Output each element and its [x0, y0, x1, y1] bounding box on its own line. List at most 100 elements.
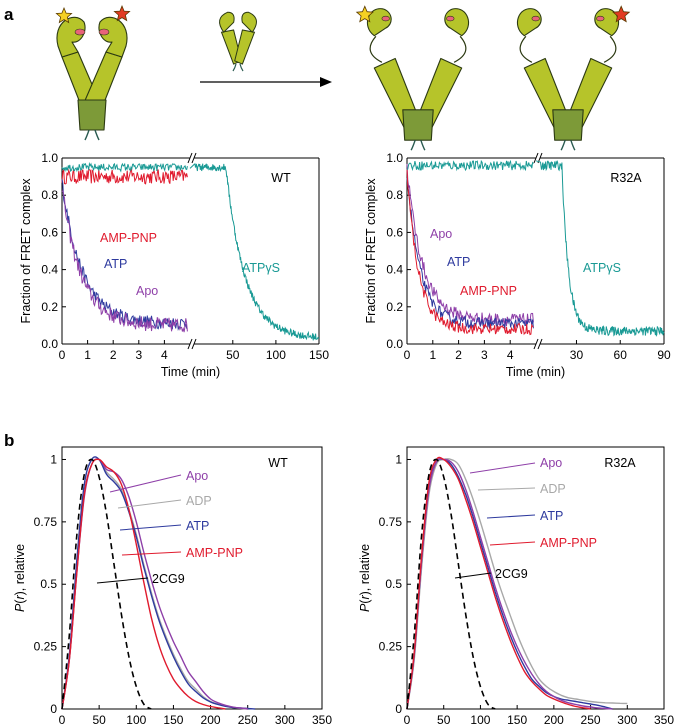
series-label-adp: ADP [186, 494, 212, 508]
x-tick-label: 300 [275, 713, 295, 727]
y-tick-label: 0.4 [386, 263, 403, 277]
pr-curve-twocg9 [406, 458, 496, 710]
panel-letter-a: a [4, 5, 14, 24]
sample-label: R32A [604, 456, 636, 470]
series-line-atpgs [535, 159, 665, 337]
y-tick-label: 0 [395, 702, 402, 716]
x-tick-label: 300 [617, 713, 637, 727]
leader-line-adp [117, 499, 182, 509]
series-label-atp: ATP [186, 519, 209, 533]
x-tick-label: 0 [59, 713, 66, 727]
lid-right [596, 15, 605, 22]
y-tick-label: 1.0 [41, 151, 58, 165]
y-axis-label: Fraction of FRET complex [364, 178, 378, 324]
series-label-amppnp: AMP-PNP [460, 284, 517, 298]
x-tick-label: 1 [429, 348, 436, 362]
y-tick-label: 0.25 [379, 640, 403, 654]
pr-curve-twocg9 [61, 458, 152, 710]
x-tick-label: 50 [226, 348, 240, 362]
series-label-amppnp: AMP-PNP [100, 231, 157, 245]
leader-line-amppnp [121, 551, 182, 556]
pr-curve-apo [406, 458, 613, 710]
lid-left [531, 15, 540, 22]
y-tick-label: 1 [395, 452, 402, 466]
sample-label: R32A [610, 171, 642, 185]
x-tick-label: 100 [470, 713, 490, 727]
sample-label: WT [268, 456, 288, 470]
star-icon [55, 6, 73, 24]
x-tick-label: 30 [570, 348, 584, 362]
y-tick-label: 0.0 [41, 337, 58, 351]
plot-frame [406, 446, 665, 710]
y-tick-label: 0.5 [385, 577, 402, 591]
series-label-apo: Apo [430, 227, 452, 241]
x-tick-label: 4 [161, 348, 168, 362]
leader-line-apo [109, 474, 182, 493]
y-tick-label: 1.0 [386, 151, 403, 165]
pr-curve-adp [406, 458, 628, 710]
series-line-atpgs [61, 161, 188, 173]
y-tick-label: 1 [50, 452, 57, 466]
series-label-atp: ATP [104, 257, 127, 271]
c-tail [410, 139, 426, 151]
head-left [366, 8, 392, 37]
y-tick-label: 0.2 [386, 300, 403, 314]
arrow-icon [200, 77, 332, 87]
y-axis-label: P(r), relative [13, 544, 27, 612]
plot-frame [61, 446, 323, 710]
x-tick-label: 50 [92, 713, 106, 727]
x-tick-label: 60 [614, 348, 628, 362]
head-left [516, 8, 542, 37]
y-tick-label: 0.75 [34, 515, 58, 529]
star-icon [355, 5, 374, 23]
series-label-atp: ATP [447, 255, 470, 269]
series-label-apo: Apo [136, 284, 158, 298]
leader-line-apo [469, 462, 536, 474]
dimer-base [77, 99, 107, 131]
linker-left [369, 35, 383, 63]
closed-dimer-icon [55, 4, 131, 141]
leader-line-atp [486, 514, 536, 519]
x-tick-label: 0 [404, 348, 411, 362]
x-tick-label: 50 [437, 713, 451, 727]
lid-right [98, 28, 110, 36]
x-tick-label: 150 [163, 713, 183, 727]
y-tick-label: 0.4 [41, 263, 58, 277]
series-label-twocg9: 2CG9 [495, 567, 528, 581]
x-tick-label: 200 [201, 713, 221, 727]
series-line-apo [61, 189, 188, 333]
series-label-twocg9: 2CG9 [152, 572, 185, 586]
head-right [594, 8, 620, 37]
series-label-apo: Apo [186, 469, 208, 483]
lid-right [446, 15, 455, 22]
x-tick-label: 90 [657, 348, 671, 362]
series-label-atpgs: ATPγS [583, 261, 621, 275]
series-line-atpgs [406, 159, 534, 172]
x-tick-label: 150 [309, 348, 329, 362]
series-line-atpgs [189, 163, 320, 341]
x-tick-label: 3 [135, 348, 142, 362]
y-axis-label: P(r), relative [358, 544, 372, 612]
pr-curve-amppnp [61, 458, 226, 710]
series-label-atp: ATP [540, 509, 563, 523]
series-line-atp [406, 178, 534, 330]
series-line-apo [406, 163, 534, 327]
axis-break-mark [191, 152, 197, 164]
series-line-atp [61, 179, 188, 331]
x-tick-label: 1 [84, 348, 91, 362]
x-tick-label: 350 [312, 713, 332, 727]
series-label-amppnp: AMP-PNP [540, 536, 597, 550]
monomer-right [234, 29, 256, 65]
axis-break-mark [533, 338, 539, 350]
pr-chart-wt: 00.250.50.751050100150200250300350r (Å)P… [13, 446, 332, 727]
axis-break-mark [187, 338, 193, 350]
x-tick-label: 200 [544, 713, 564, 727]
leader-line-adp [477, 487, 536, 491]
head-left [219, 11, 235, 33]
head-left [56, 16, 86, 58]
fret-chart-r32a: 0.0 0.2 0.4 0.6 0.8 1.0 0 1 2 3 4 30 60 90 Time (min) F… [364, 151, 671, 379]
x-tick-label: 100 [126, 713, 146, 727]
x-tick-label: 250 [238, 713, 258, 727]
linker-right [603, 35, 617, 63]
